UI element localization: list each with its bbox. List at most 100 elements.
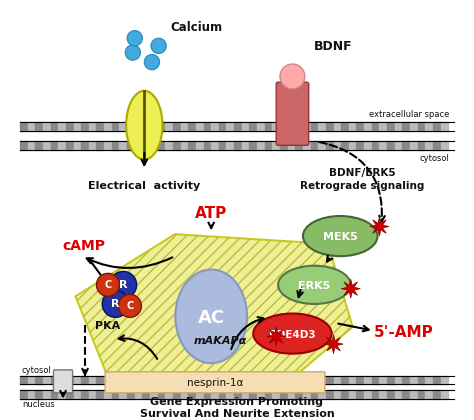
Bar: [334, 375, 341, 384]
Bar: [135, 390, 142, 399]
Bar: [257, 390, 264, 399]
Bar: [73, 390, 81, 399]
Bar: [227, 390, 234, 399]
Bar: [81, 375, 89, 384]
Bar: [349, 390, 356, 399]
Bar: [334, 122, 341, 131]
Bar: [43, 142, 51, 150]
Bar: [188, 375, 196, 384]
Bar: [356, 375, 364, 384]
Text: C: C: [104, 280, 111, 290]
Text: R: R: [119, 280, 128, 290]
Bar: [372, 375, 379, 384]
Ellipse shape: [253, 313, 332, 354]
Bar: [20, 390, 27, 399]
Bar: [20, 375, 27, 384]
Bar: [242, 122, 249, 131]
Circle shape: [280, 64, 305, 89]
Text: mAKAPα: mAKAPα: [194, 336, 247, 346]
Bar: [303, 122, 310, 131]
Bar: [97, 390, 104, 399]
Bar: [303, 142, 310, 150]
Bar: [280, 122, 288, 131]
Bar: [295, 390, 303, 399]
Bar: [119, 122, 127, 131]
Bar: [433, 122, 441, 131]
Bar: [441, 122, 448, 131]
Ellipse shape: [175, 270, 247, 363]
Text: PDE4D3: PDE4D3: [269, 330, 316, 339]
Bar: [257, 142, 264, 150]
Bar: [158, 142, 165, 150]
Text: Gene Expression Promoting
Survival And Neurite Extension: Gene Expression Promoting Survival And N…: [140, 396, 334, 419]
Bar: [227, 142, 234, 150]
Bar: [181, 375, 188, 384]
Bar: [150, 122, 158, 131]
Bar: [135, 142, 142, 150]
Bar: [66, 122, 73, 131]
Bar: [36, 375, 43, 384]
FancyBboxPatch shape: [105, 372, 325, 393]
Text: 5'-AMP: 5'-AMP: [374, 326, 433, 340]
Bar: [441, 390, 448, 399]
Bar: [203, 390, 211, 399]
Bar: [211, 122, 219, 131]
Bar: [135, 375, 142, 384]
Bar: [36, 142, 43, 150]
Bar: [441, 142, 448, 150]
Bar: [264, 122, 273, 131]
Bar: [142, 375, 150, 384]
Bar: [372, 122, 379, 131]
Bar: [73, 375, 81, 384]
Text: Electrical  activity: Electrical activity: [88, 181, 201, 191]
Bar: [318, 142, 326, 150]
Bar: [43, 375, 51, 384]
Bar: [58, 142, 66, 150]
Bar: [227, 122, 234, 131]
Bar: [234, 375, 242, 384]
Bar: [104, 122, 112, 131]
Bar: [402, 142, 410, 150]
Bar: [165, 390, 173, 399]
Bar: [173, 375, 181, 384]
Bar: [288, 122, 295, 131]
Bar: [165, 142, 173, 150]
Bar: [288, 390, 295, 399]
Bar: [27, 142, 36, 150]
Bar: [27, 375, 36, 384]
Bar: [425, 142, 433, 150]
Bar: [66, 142, 73, 150]
Bar: [410, 142, 418, 150]
Bar: [280, 142, 288, 150]
Bar: [51, 142, 58, 150]
Bar: [310, 142, 318, 150]
FancyBboxPatch shape: [54, 370, 73, 393]
Bar: [410, 122, 418, 131]
Bar: [334, 390, 341, 399]
Bar: [273, 390, 280, 399]
Bar: [310, 390, 318, 399]
Bar: [425, 375, 433, 384]
Bar: [441, 375, 448, 384]
Bar: [318, 122, 326, 131]
Bar: [425, 122, 433, 131]
Text: cytosol: cytosol: [22, 366, 52, 375]
Bar: [341, 390, 349, 399]
Bar: [364, 390, 372, 399]
Bar: [181, 142, 188, 150]
Circle shape: [97, 273, 119, 296]
Bar: [310, 122, 318, 131]
Text: Calcium: Calcium: [170, 21, 222, 34]
Bar: [104, 142, 112, 150]
Bar: [203, 375, 211, 384]
Bar: [112, 390, 119, 399]
Bar: [418, 142, 425, 150]
Bar: [349, 142, 356, 150]
Bar: [119, 390, 127, 399]
Bar: [379, 122, 387, 131]
Text: PKA: PKA: [95, 321, 120, 331]
Text: ATP: ATP: [195, 206, 228, 221]
Text: ERK5: ERK5: [298, 281, 330, 291]
Bar: [165, 122, 173, 131]
Text: C: C: [127, 301, 134, 311]
